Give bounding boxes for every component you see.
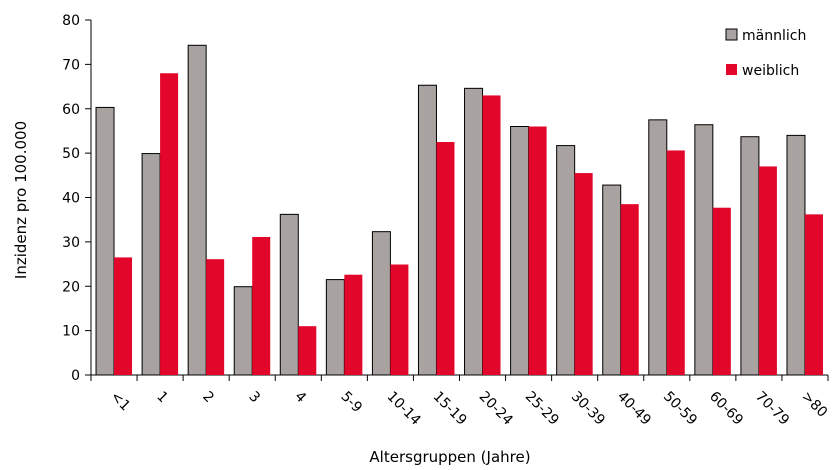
bar-weiblich <box>206 259 225 375</box>
bar-maennlich <box>325 279 345 376</box>
x-tick-label: 60-69 <box>706 389 746 429</box>
bar-maennlich <box>464 87 484 376</box>
bar-maennlich <box>95 106 115 376</box>
x-tick-label: 30-39 <box>568 389 608 429</box>
bar-maennlich <box>648 119 668 376</box>
bar-weiblich <box>482 95 501 375</box>
y-tick-label: 60 <box>62 102 80 118</box>
bar-maennlich <box>233 286 253 376</box>
bars <box>95 44 823 376</box>
bar-weiblich <box>528 126 547 375</box>
bar-weiblich <box>114 257 133 375</box>
bar-weiblich <box>620 204 639 375</box>
bar-maennlich <box>187 44 207 376</box>
bar-maennlich <box>556 145 576 376</box>
x-tick-label: 4 <box>291 389 309 407</box>
x-tick-label: 15-19 <box>430 389 470 429</box>
legend: männlich weiblich <box>725 28 806 79</box>
y-tick-label: 70 <box>62 57 80 73</box>
bar-maennlich <box>694 124 714 376</box>
y-tick-label: 10 <box>62 324 80 340</box>
legend-label-weiblich: weiblich <box>742 63 799 79</box>
x-tick-label: >80 <box>798 389 830 421</box>
bar-maennlich <box>417 84 437 376</box>
y-tick-label: 30 <box>62 235 80 251</box>
x-tick-label: 10-14 <box>384 389 424 429</box>
x-tick-label: 5-9 <box>338 389 365 416</box>
bar-maennlich <box>510 126 530 376</box>
x-tick-label: 50-59 <box>660 389 700 429</box>
x-tick-label: 3 <box>245 389 263 407</box>
x-tick-label: 1 <box>153 389 171 407</box>
bar-weiblich <box>574 173 593 375</box>
x-tick-label: <1 <box>107 389 133 415</box>
bar-weiblich <box>666 150 685 375</box>
bar-weiblich <box>252 236 271 375</box>
bar-maennlich <box>141 153 161 376</box>
legend-label-maennlich: männlich <box>742 28 806 44</box>
bar-maennlich <box>371 231 391 376</box>
bar-maennlich <box>602 184 622 376</box>
bar-weiblich <box>160 73 179 375</box>
x-axis: <1 1 2 3 4 5-9 10-14 15-19 20-24 25-29 30-39 40-49 5… <box>90 374 830 429</box>
bar-weiblich <box>758 166 777 375</box>
x-axis-title: Altersgruppen (Jahre) <box>369 448 530 466</box>
y-axis-title: Inzidenz pro 100.000 <box>12 121 30 279</box>
x-tick-label: 20-24 <box>476 389 516 429</box>
y-tick-label: 50 <box>62 146 80 162</box>
legend-swatch-weiblich <box>726 64 737 75</box>
bar-maennlich <box>786 134 806 376</box>
bar-maennlich <box>740 136 760 376</box>
bar-weiblich <box>298 326 317 375</box>
y-tick-label: 0 <box>71 368 80 384</box>
y-tick-label: 20 <box>62 279 80 295</box>
x-tick-label: 70-79 <box>752 389 792 429</box>
y-tick-label: 40 <box>62 191 80 207</box>
x-tick-label: 40-49 <box>614 389 654 429</box>
x-tick-label: 2 <box>199 389 217 407</box>
bar-weiblich <box>390 264 409 375</box>
bar-weiblich <box>436 142 455 375</box>
bar-weiblich <box>712 207 731 375</box>
bar-weiblich <box>344 274 363 375</box>
bar-maennlich <box>279 213 299 376</box>
y-tick-label: 80 <box>62 13 80 29</box>
x-tick-label: 25-29 <box>522 389 562 429</box>
legend-swatch-maennlich <box>725 28 738 41</box>
bar-weiblich <box>804 214 823 375</box>
y-axis: 0 10 20 30 40 50 60 70 80 <box>62 13 92 384</box>
